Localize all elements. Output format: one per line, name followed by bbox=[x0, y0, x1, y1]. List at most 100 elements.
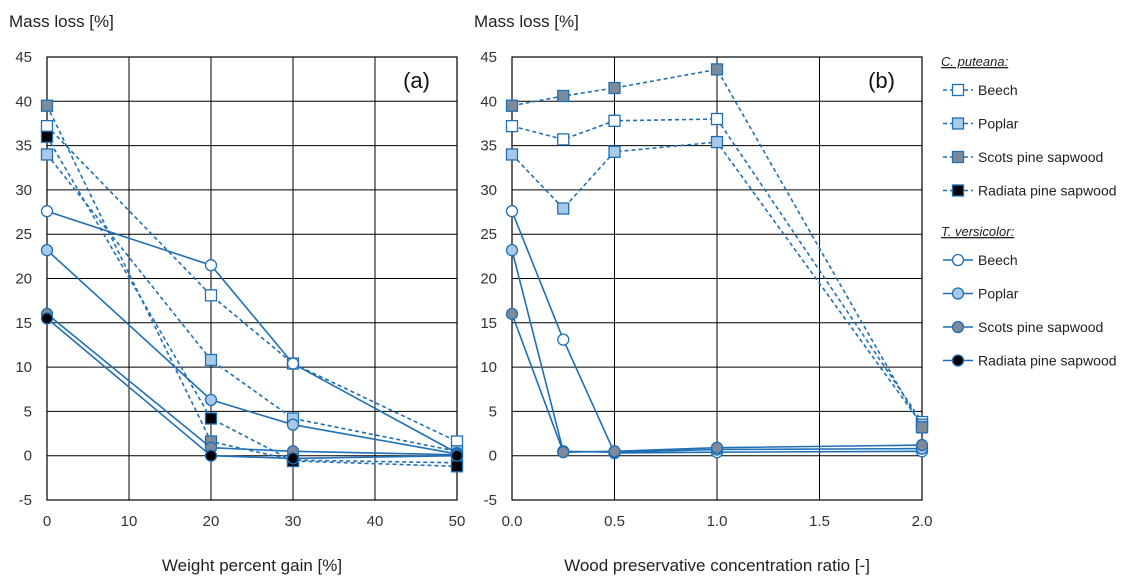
x-tick-label: 30 bbox=[285, 513, 302, 530]
y-tick-label: 30 bbox=[480, 182, 497, 199]
y-tick-label: -5 bbox=[19, 492, 32, 509]
data-point bbox=[557, 202, 570, 215]
x-tick-label: 20 bbox=[203, 513, 220, 530]
data-point bbox=[450, 460, 464, 473]
y-tick-label: 25 bbox=[15, 226, 32, 243]
series-poplar bbox=[40, 243, 464, 461]
x-tick-label: 1.0 bbox=[707, 513, 728, 530]
legend-item: Poplar bbox=[943, 286, 1019, 302]
chart-panel-b: -5 0 5 10 15 20 25 30 35 40 45 0.0 0.5 1.0 1.5 2.0 Mass … bbox=[474, 12, 932, 575]
legend: C. puteana: Beech Poplar Scots pine sapwood… bbox=[941, 54, 1117, 369]
y-tick-label: 40 bbox=[480, 93, 497, 110]
x-tick-label: 0 bbox=[43, 513, 51, 530]
data-point bbox=[40, 243, 54, 257]
data-point bbox=[204, 393, 218, 407]
x-tick-label: 2.0 bbox=[912, 513, 933, 530]
y-tick-label: 5 bbox=[24, 403, 32, 420]
data-point bbox=[608, 145, 621, 158]
x-axis-title: Wood preservative concentration ratio [-… bbox=[564, 556, 870, 575]
data-point bbox=[286, 357, 300, 370]
y-tick-label: 20 bbox=[15, 271, 32, 288]
data-point bbox=[915, 438, 929, 452]
x-axis-title: Weight percent gain [%] bbox=[162, 556, 342, 575]
data-point bbox=[286, 418, 300, 431]
data-point bbox=[204, 449, 218, 462]
x-tick-label: 1.5 bbox=[809, 513, 830, 530]
y-axis-title: Mass loss [%] bbox=[9, 12, 114, 31]
data-point bbox=[40, 99, 54, 112]
y-tick-label: 15 bbox=[15, 315, 32, 332]
data-point bbox=[204, 412, 218, 425]
data-point bbox=[557, 133, 570, 146]
y-tick-label: 40 bbox=[15, 93, 32, 110]
y-tick-label: 0 bbox=[24, 448, 32, 465]
series-beech bbox=[40, 119, 464, 448]
data-point bbox=[40, 130, 54, 143]
legend-marker bbox=[951, 117, 965, 130]
y-tick-label: 30 bbox=[15, 182, 32, 199]
series-line bbox=[46, 313, 458, 456]
series-beech bbox=[40, 205, 464, 460]
y-axis-title: Mass loss [%] bbox=[474, 12, 579, 31]
legend-item: Poplar bbox=[943, 116, 1019, 132]
data-point bbox=[505, 205, 519, 218]
series-line bbox=[46, 125, 458, 443]
x-tick-label: 10 bbox=[121, 513, 138, 530]
data-point bbox=[710, 112, 724, 126]
series-radiata-pine-sapwood bbox=[40, 312, 464, 465]
series-line bbox=[46, 317, 458, 460]
series-line bbox=[46, 210, 458, 454]
series-line bbox=[46, 136, 458, 468]
series-line bbox=[46, 249, 458, 455]
legend-marker bbox=[951, 253, 965, 267]
legend-marker bbox=[951, 150, 965, 164]
data-point bbox=[204, 259, 218, 272]
legend-item: Scots pine sapwood bbox=[943, 149, 1103, 165]
data-point bbox=[608, 81, 621, 95]
legend-marker bbox=[951, 320, 965, 334]
y-tick-label: 20 bbox=[480, 271, 497, 288]
series-scots-pine-sapwood bbox=[505, 307, 929, 459]
data-point bbox=[450, 449, 464, 462]
plot-frame bbox=[46, 56, 458, 501]
y-tick-label: 0 bbox=[489, 448, 497, 465]
data-point bbox=[40, 119, 54, 133]
data-point bbox=[286, 452, 300, 465]
data-point bbox=[505, 119, 519, 133]
y-tick-label: 35 bbox=[15, 138, 32, 155]
data-point bbox=[505, 148, 519, 161]
data-point bbox=[557, 446, 570, 459]
data-point bbox=[40, 148, 54, 161]
panel-label: (a) bbox=[403, 68, 430, 93]
legend-item: Radiata pine sapwood bbox=[943, 353, 1117, 369]
data-point bbox=[915, 421, 929, 434]
data-point bbox=[608, 445, 621, 458]
x-tick-label: 40 bbox=[367, 513, 384, 530]
data-point bbox=[557, 333, 570, 346]
legend-marker bbox=[951, 287, 965, 300]
series-line bbox=[511, 68, 923, 428]
series-scots-pine-sapwood bbox=[40, 307, 464, 461]
legend-item: Scots pine sapwood bbox=[943, 319, 1103, 335]
y-tick-label: 45 bbox=[15, 49, 32, 66]
legend-label: Scots pine sapwood bbox=[978, 319, 1103, 335]
series-scots-pine-sapwood bbox=[505, 63, 929, 434]
legend-marker bbox=[951, 83, 965, 97]
y-tick-label: 10 bbox=[15, 359, 32, 376]
legend-label: Poplar bbox=[978, 116, 1019, 132]
legend-group-title: C. puteana: bbox=[941, 54, 1009, 69]
legend-group-title: T. versicolor: bbox=[941, 224, 1015, 239]
data-point bbox=[557, 89, 570, 103]
y-tick-label: 25 bbox=[480, 226, 497, 243]
legend-marker bbox=[951, 354, 965, 367]
legend-label: Poplar bbox=[978, 286, 1019, 302]
panel-label: (b) bbox=[868, 68, 895, 93]
legend-label: Radiata pine sapwood bbox=[978, 353, 1117, 369]
x-tick-label: 0.5 bbox=[604, 513, 625, 530]
data-point bbox=[505, 307, 519, 321]
data-point bbox=[40, 312, 54, 325]
grid-lines bbox=[46, 56, 458, 501]
series-line bbox=[46, 105, 458, 464]
x-tick-label: 50 bbox=[449, 513, 466, 530]
